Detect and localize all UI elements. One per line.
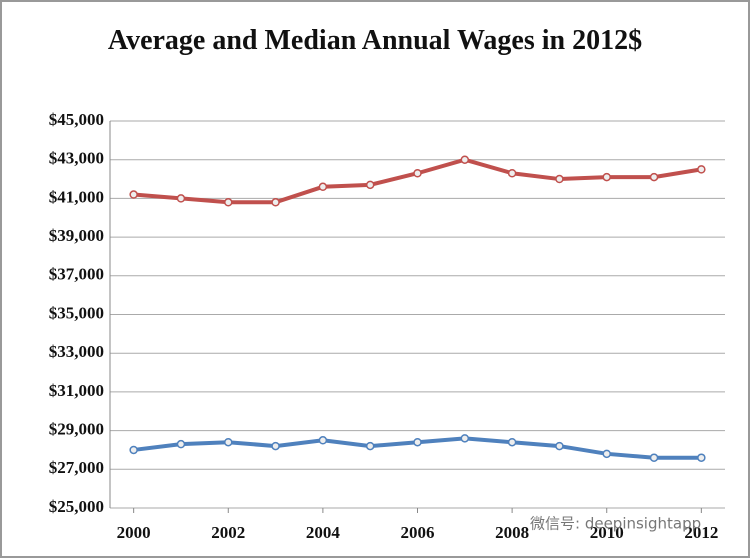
point bbox=[507, 437, 517, 447]
x-tick-label: 2012 bbox=[684, 523, 718, 542]
point bbox=[129, 445, 138, 455]
point bbox=[460, 434, 470, 443]
y-tick-label: $31,000 bbox=[49, 381, 104, 400]
chart-title: Average and Median Annual Wages in 2012$ bbox=[107, 25, 643, 56]
watermark: 微信号: deepinsightapp bbox=[530, 515, 701, 533]
point bbox=[507, 168, 517, 178]
y-tick-label: $33,000 bbox=[49, 342, 104, 361]
point bbox=[460, 155, 470, 164]
y-tick-label: $37,000 bbox=[49, 265, 104, 284]
x-tick-label: 2000 bbox=[117, 523, 151, 542]
point bbox=[602, 172, 611, 182]
point bbox=[271, 198, 280, 207]
y-tick-label: $43,000 bbox=[49, 149, 104, 168]
y-tick-label: $39,000 bbox=[49, 226, 104, 245]
y-tick-label: $27,000 bbox=[49, 458, 104, 477]
point bbox=[555, 174, 564, 184]
point bbox=[318, 182, 328, 192]
point bbox=[602, 449, 611, 459]
point bbox=[413, 168, 422, 178]
point bbox=[318, 436, 328, 445]
y-tick-label: $29,000 bbox=[49, 420, 104, 439]
point bbox=[129, 190, 138, 199]
point bbox=[176, 439, 186, 449]
x-tick-label: 2010 bbox=[590, 523, 624, 542]
point bbox=[224, 437, 233, 447]
y-tick-label: $41,000 bbox=[49, 187, 104, 206]
y-tick-label: $25,000 bbox=[49, 497, 104, 516]
point bbox=[365, 180, 375, 190]
y-tick-label: $45,000 bbox=[49, 110, 104, 129]
point bbox=[697, 453, 706, 462]
point bbox=[555, 441, 564, 451]
point bbox=[413, 437, 422, 447]
point bbox=[365, 441, 375, 451]
point bbox=[649, 453, 659, 462]
x-tick-label: 2006 bbox=[401, 523, 435, 542]
x-tick-label: 2002 bbox=[211, 523, 245, 542]
x-tick-label: 2008 bbox=[495, 523, 529, 542]
x-tick-label: 2004 bbox=[306, 523, 341, 542]
y-tick-label: $35,000 bbox=[49, 303, 104, 322]
point bbox=[271, 441, 280, 451]
series-line bbox=[133, 157, 702, 205]
point bbox=[224, 198, 233, 207]
point bbox=[176, 194, 186, 203]
point bbox=[697, 165, 706, 174]
point bbox=[649, 172, 659, 182]
